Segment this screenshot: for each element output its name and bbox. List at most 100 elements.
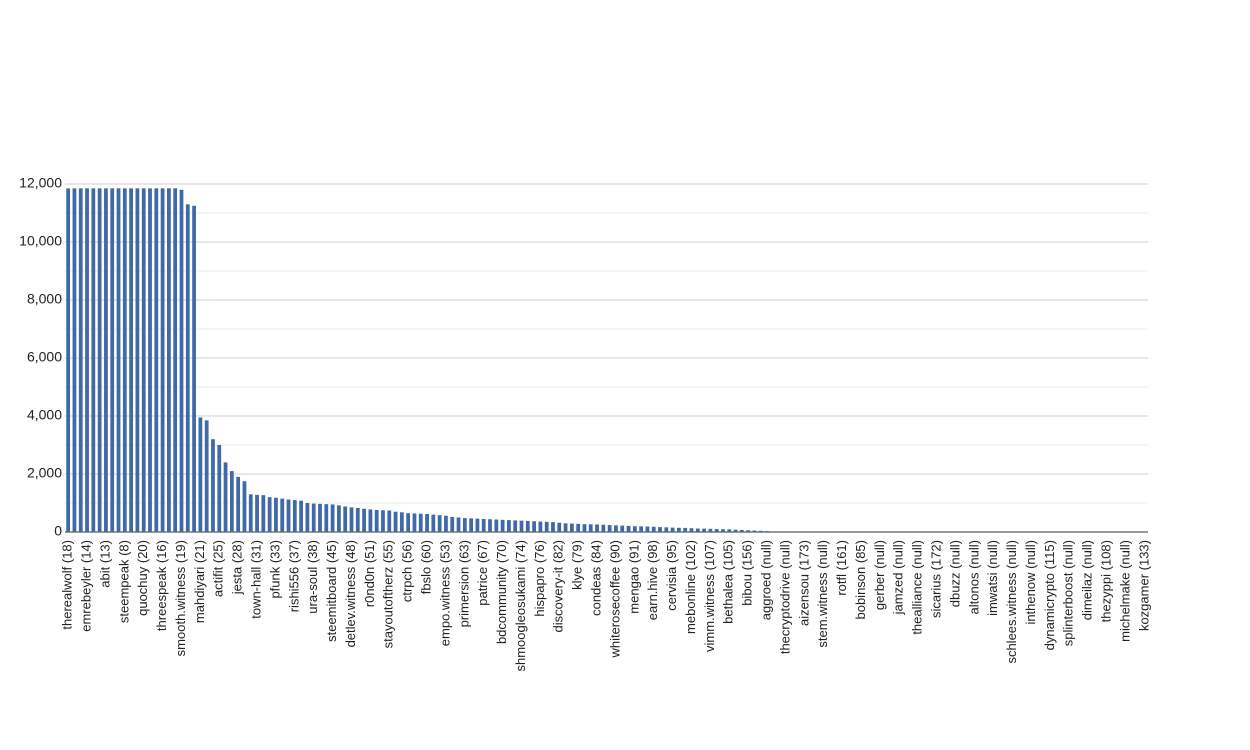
bar xyxy=(683,527,688,532)
x-tick-label: cervisia (95) xyxy=(664,540,679,611)
x-tick-label: mahdiyari (21) xyxy=(192,540,207,623)
bar xyxy=(677,527,681,532)
bar xyxy=(695,528,700,532)
bar xyxy=(469,518,474,532)
bar xyxy=(104,188,108,532)
x-tick-label: imwatsi (null) xyxy=(985,540,1000,616)
bar xyxy=(204,420,209,532)
bar xyxy=(223,462,228,532)
y-tick-label: 2,000 xyxy=(27,465,62,481)
bar xyxy=(475,518,480,532)
bar xyxy=(217,445,222,532)
x-tick-label: aizensou (173) xyxy=(796,540,811,626)
x-tick-label: therealwolf (18) xyxy=(60,540,75,630)
bar xyxy=(412,513,417,532)
bar xyxy=(406,513,411,532)
x-tick-label: michelmake (null) xyxy=(1117,540,1132,642)
bar xyxy=(122,188,127,532)
bar xyxy=(343,506,348,532)
x-tick-label: mebonline (102) xyxy=(683,540,698,634)
bar xyxy=(362,508,366,532)
x-tick-label: smooth.witness (19) xyxy=(173,540,188,656)
bar xyxy=(569,523,574,532)
x-tick-label: splinterboost (null) xyxy=(1061,540,1076,646)
bar xyxy=(179,189,184,533)
x-tick-label: whiterosecoffee (90) xyxy=(607,540,622,659)
x-tick-label: abit (13) xyxy=(97,540,112,588)
x-tick-label: hispapro (76) xyxy=(532,540,547,617)
bar xyxy=(739,529,744,532)
bar xyxy=(78,188,83,532)
y-tick-label: 4,000 xyxy=(27,407,62,423)
x-tick-label: thealliance (null) xyxy=(910,540,925,635)
bar xyxy=(330,504,335,532)
bar xyxy=(299,500,304,532)
bar xyxy=(374,509,379,532)
x-tick-label: threespeak (16) xyxy=(154,540,169,631)
bar xyxy=(532,521,536,532)
bar xyxy=(355,507,360,532)
bar xyxy=(242,481,247,532)
x-tick-label: vimm.witness (107) xyxy=(702,540,717,652)
x-tick-label: bdcommunity (70) xyxy=(494,540,509,644)
bar xyxy=(563,523,568,532)
bar xyxy=(261,495,266,532)
bar xyxy=(588,524,593,532)
x-tick-label: rotfl (161) xyxy=(834,540,849,596)
x-tick-label: mengao (91) xyxy=(626,540,641,614)
bar xyxy=(500,519,505,532)
bar xyxy=(393,511,398,532)
bar xyxy=(658,527,662,532)
bar xyxy=(198,417,203,532)
x-tick-label: shmoogleosukami (74) xyxy=(513,540,528,672)
bar xyxy=(167,188,171,532)
x-tick-label: empo.witness (53) xyxy=(437,540,452,646)
x-tick-label: klye (79) xyxy=(570,540,585,590)
bar xyxy=(614,525,618,532)
bar xyxy=(154,188,159,532)
bar xyxy=(148,188,152,532)
x-tick-label: gerber (null) xyxy=(872,540,887,610)
bar xyxy=(664,527,669,532)
bar xyxy=(135,188,140,532)
bar xyxy=(714,529,719,532)
x-tick-label: schlees.witness (null) xyxy=(1004,540,1019,664)
bar xyxy=(292,500,297,532)
x-tick-label: altonos (null) xyxy=(966,540,981,614)
bar xyxy=(576,523,581,532)
y-tick-label: 12,000 xyxy=(19,175,62,191)
bar xyxy=(620,525,625,532)
bar xyxy=(185,204,190,533)
bar xyxy=(286,499,291,532)
x-tick-label: bobinson (85) xyxy=(853,540,868,620)
x-tick-label: ctrpch (56) xyxy=(400,540,415,602)
x-tick-label: rishi556 (37) xyxy=(286,540,301,612)
bar xyxy=(639,526,644,532)
bar xyxy=(727,529,732,532)
bar xyxy=(651,526,656,532)
bar xyxy=(689,528,694,532)
bar xyxy=(513,520,518,532)
bar xyxy=(381,510,385,532)
bar xyxy=(311,503,316,532)
bar xyxy=(752,530,757,532)
bar xyxy=(462,518,467,532)
bar xyxy=(601,524,606,532)
bar xyxy=(229,471,234,532)
bar xyxy=(211,439,215,532)
bar xyxy=(607,525,612,532)
x-tick-label: stayoutoftherz (55) xyxy=(381,540,396,648)
bar xyxy=(66,188,71,532)
x-tick-label: dimeilaz (null) xyxy=(1080,540,1095,620)
x-tick-label: thecryptodrive (null) xyxy=(777,540,792,654)
y-tick-label: 8,000 xyxy=(27,291,62,307)
bar xyxy=(456,517,461,532)
x-tick-label: bibou (156) xyxy=(740,540,755,606)
x-tick-label: kozgamer (133) xyxy=(1136,540,1151,631)
x-tick-label: stem.witness (null) xyxy=(815,540,830,648)
x-tick-label: jesta (28) xyxy=(230,540,245,595)
bar xyxy=(702,528,706,532)
bar xyxy=(72,188,77,532)
